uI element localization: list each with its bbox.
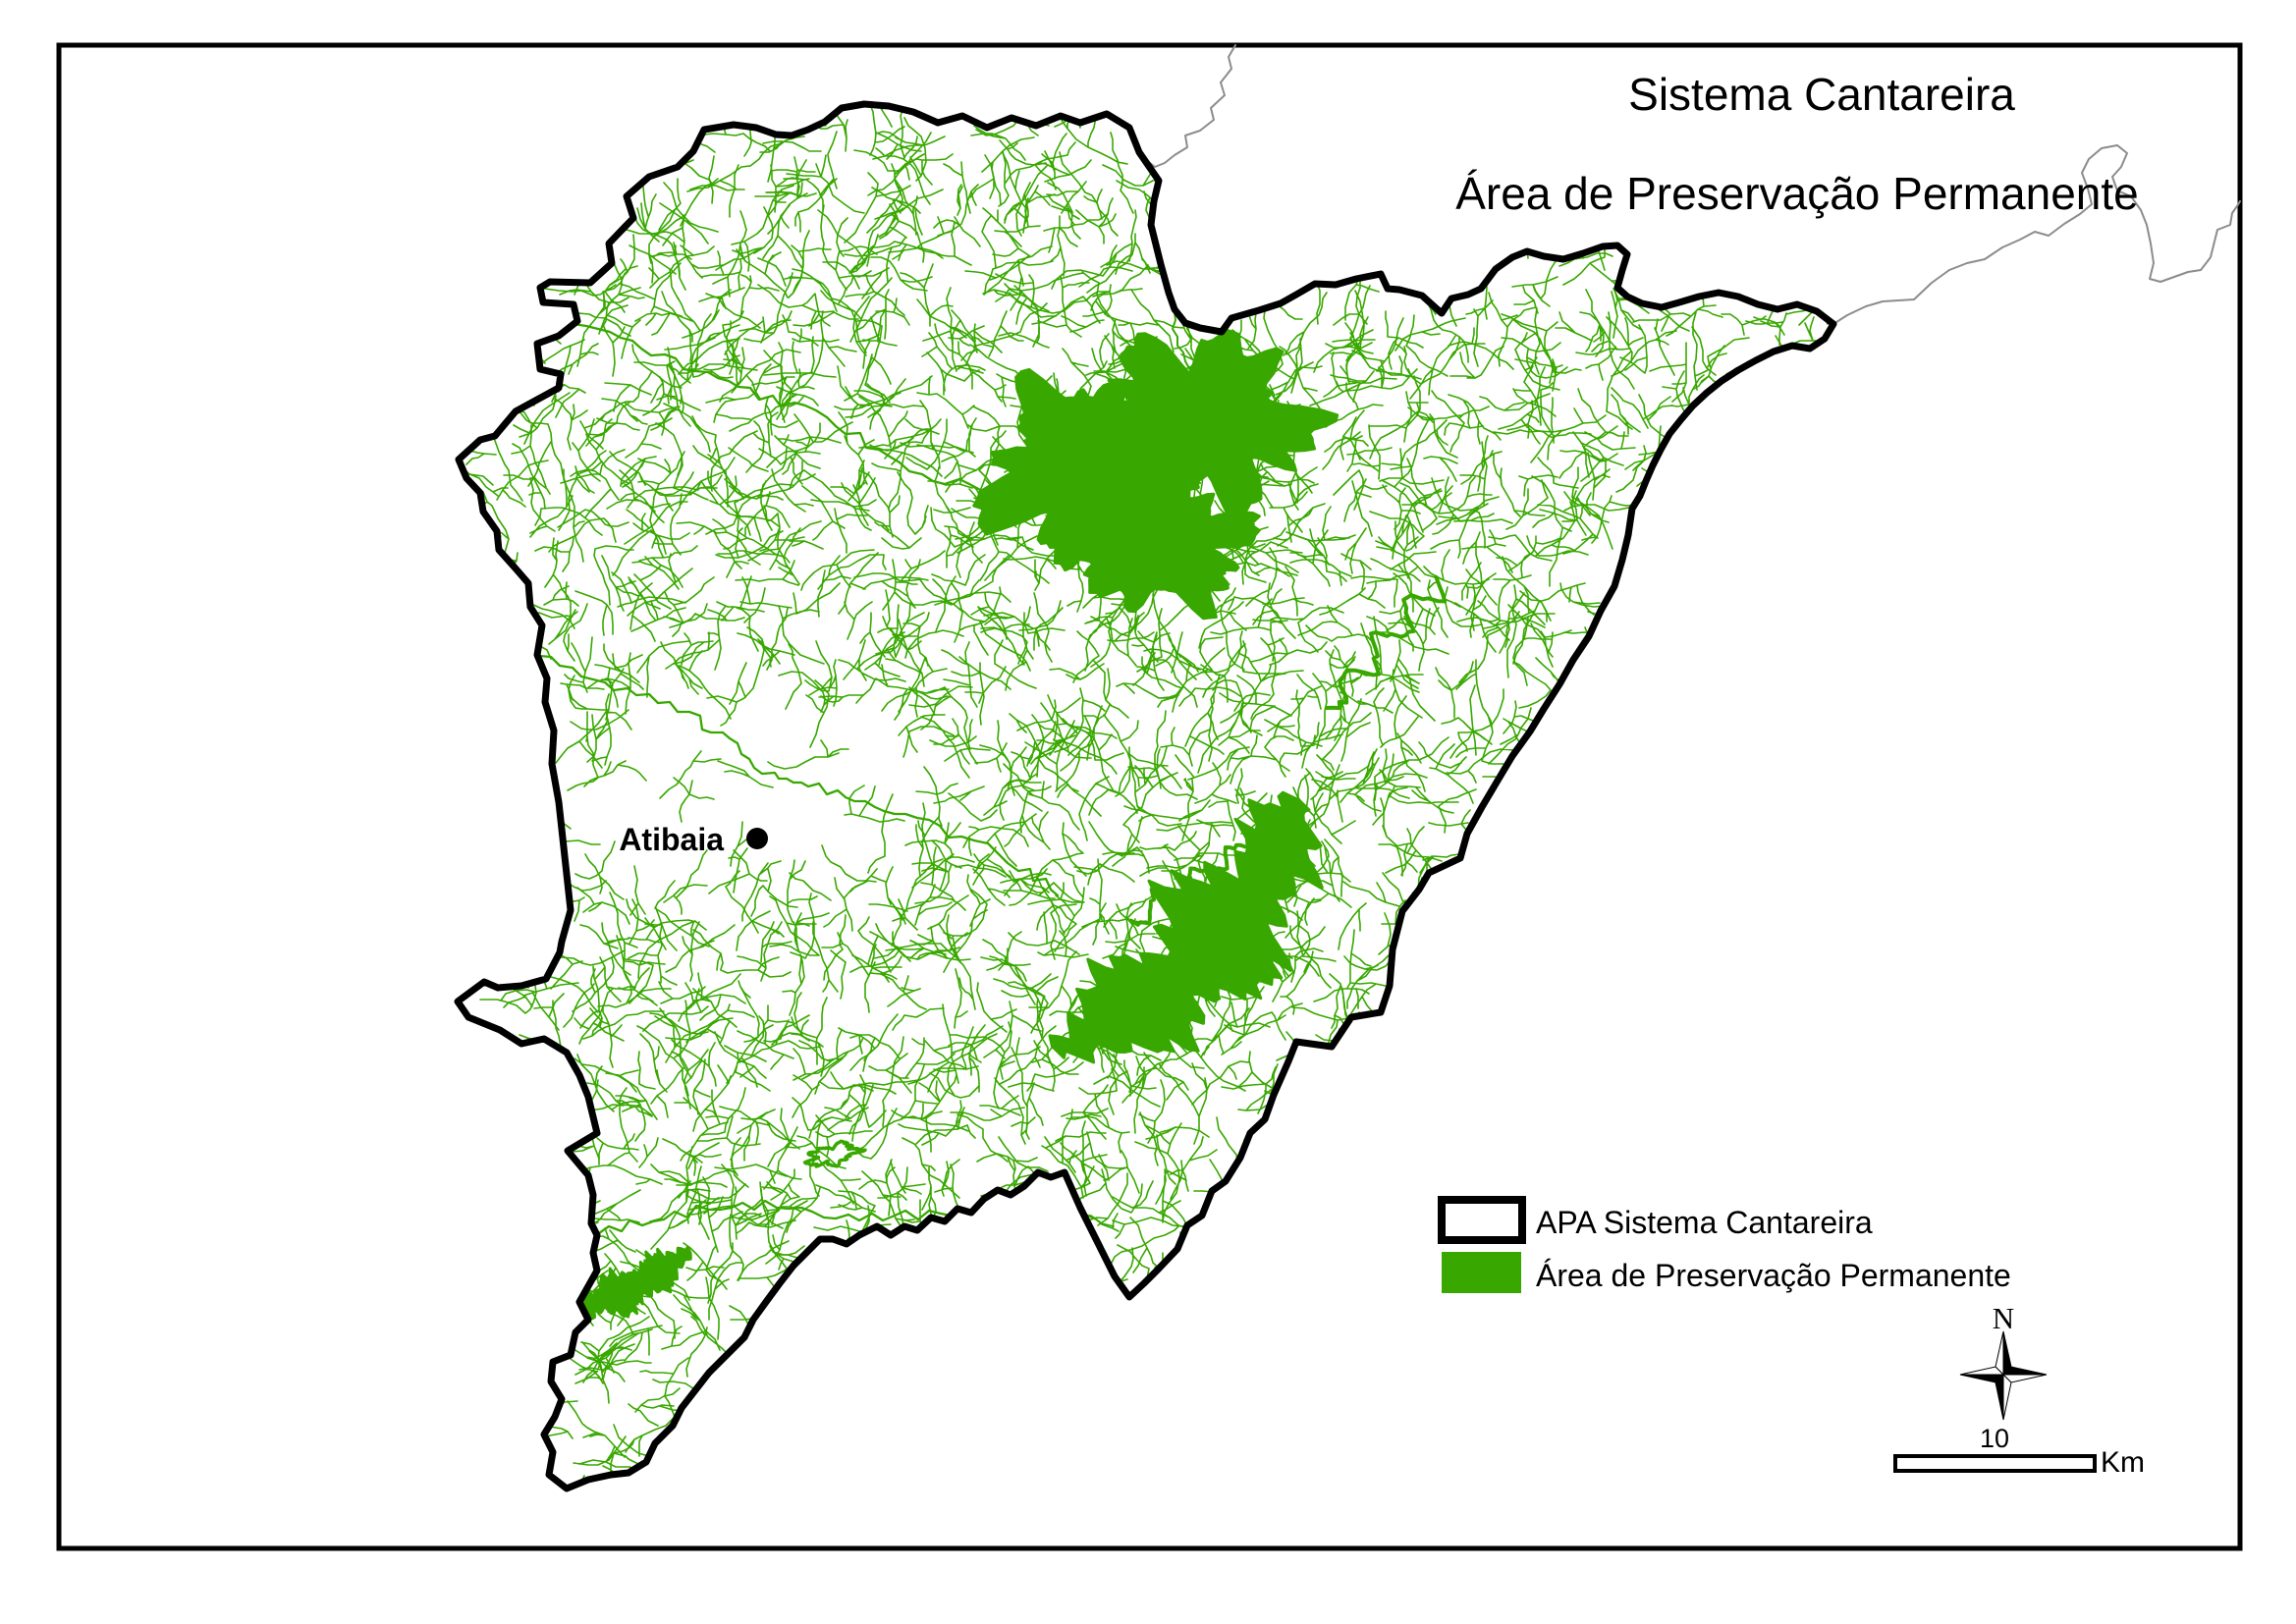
north-label: N [1993,1301,2014,1335]
legend-label-preservation: Área de Preservação Permanente [1536,1258,2011,1293]
scale-bar-rect [1893,1454,2097,1473]
legend-swatch-apa-outline [1438,1196,1526,1244]
preservation-polygon [1048,790,1324,1064]
preservation-polygon [561,1245,692,1326]
map-geometry [1832,144,2241,325]
preservation-areas [549,328,1448,1338]
map-frame [56,42,2243,1551]
preservation-polygon [1128,842,1248,927]
preservation-polygon [802,1139,867,1168]
compass-point [2002,1373,2012,1421]
map-geometry [597,1199,994,1235]
map-title: Sistema Cantareira [1628,69,2015,120]
legend: APA Sistema Cantareira Área de Preservaç… [1438,1196,2011,1293]
legend-swatch-preservation-green [1442,1252,1521,1293]
preservation-polygon [1324,574,1448,711]
apa-boundary-outline [454,100,1837,1492]
map-geometry [537,654,1060,897]
scale-unit: Km [2101,1446,2145,1479]
scale-distance: 10 [1980,1424,2009,1453]
compass-star-icon [1959,1330,2048,1421]
north-arrow: N [1959,1301,2048,1421]
compass-point [1959,1366,2005,1376]
preservation-polygon [1090,328,1339,522]
city-dot-icon [746,828,768,849]
scale-bar: 10 Km [1893,1424,2145,1479]
legend-label-apa: APA Sistema Cantareira [1536,1205,1873,1240]
preservation-polygon [1061,453,1261,621]
map-subtitle: Área de Preservação Permanente [1455,168,2139,219]
map-geometry [485,104,1767,1489]
city-label: Atibaia [619,822,724,857]
